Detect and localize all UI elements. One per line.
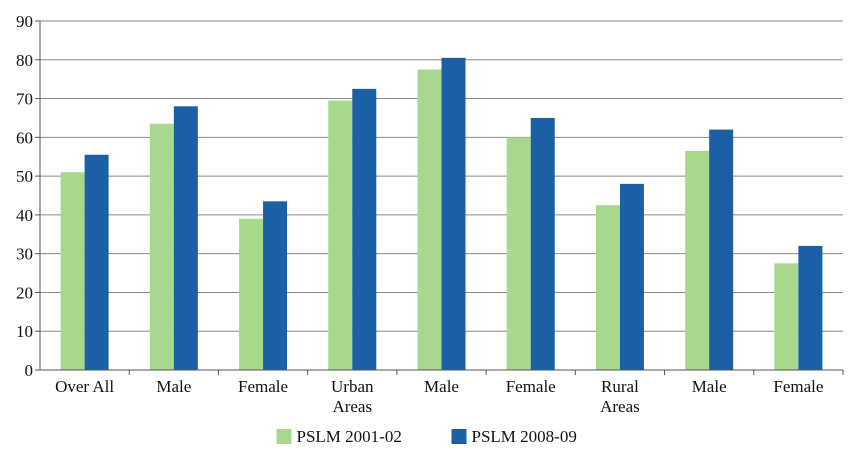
bar (709, 129, 734, 370)
x-tick-label: Urban Areas (331, 377, 374, 416)
legend-swatch (451, 429, 467, 444)
y-tick-label: 40 (16, 206, 33, 225)
x-tick-label: Male (692, 377, 727, 396)
y-tick-label: 60 (16, 128, 33, 147)
x-tick-label: Female (238, 377, 288, 396)
y-tick-labels: 0 10 20 30 40 50 60 70 80 90 (16, 12, 33, 380)
bar (239, 218, 264, 370)
bar (84, 154, 109, 370)
y-tick-label: 0 (25, 361, 34, 380)
x-tick-label: Male (424, 377, 459, 396)
y-tick-label: 90 (16, 12, 33, 31)
x-tick-label: Female (506, 377, 556, 396)
x-tick-label: Over All (55, 377, 114, 396)
bars (60, 57, 823, 371)
axes (35, 20, 844, 375)
legend: PSLM 2001-02 PSLM 2008-09 (276, 427, 577, 446)
x-tick-label: Male (156, 377, 191, 396)
y-tick-label: 80 (16, 51, 33, 70)
bar (173, 106, 198, 371)
bar (798, 245, 823, 370)
y-tick-label: 50 (16, 167, 33, 186)
y-tick-label: 10 (16, 322, 33, 341)
y-tick-label: 20 (16, 283, 33, 302)
bar (619, 183, 644, 370)
x-tick-label: Rural Areas (600, 377, 640, 416)
y-tick-label: 30 (16, 245, 33, 264)
x-tick-labels: Over All Male Female Urban Areas Male Female Ru… (55, 377, 823, 416)
legend-swatch (276, 429, 292, 444)
bar (149, 123, 174, 370)
legend-label: PSLM 2001-02 (297, 427, 402, 446)
y-tick-label: 70 (16, 90, 33, 109)
bar (685, 150, 710, 370)
bar (506, 137, 531, 370)
bar (328, 100, 353, 370)
bar (441, 57, 466, 370)
bar (263, 201, 288, 370)
bar (530, 117, 555, 370)
x-tick-label: Female (773, 377, 823, 396)
bar (417, 69, 442, 370)
bar (352, 88, 377, 370)
bar (595, 205, 620, 370)
bar (774, 263, 799, 370)
legend-label: PSLM 2008-09 (472, 427, 577, 446)
bar (60, 172, 85, 370)
